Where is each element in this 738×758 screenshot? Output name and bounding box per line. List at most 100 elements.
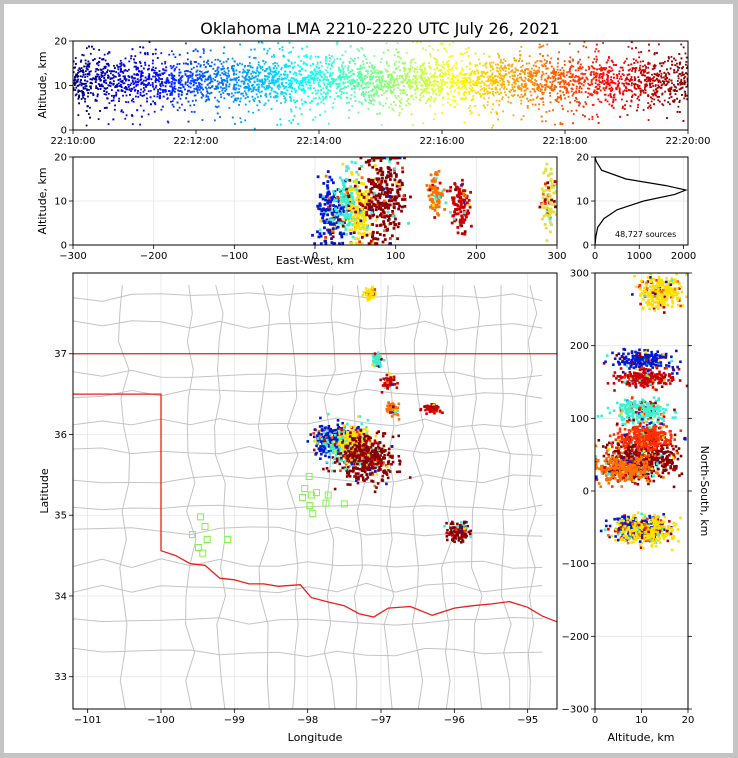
lightning-source-point (517, 88, 520, 90)
lightning-source-point (123, 78, 126, 80)
lightning-source-point (452, 81, 455, 83)
lightning-source-point (131, 76, 133, 79)
lightning-source-point (584, 115, 586, 118)
lightning-source-point (405, 52, 408, 54)
lightning-source-point (616, 77, 619, 80)
lightning-source-point (530, 73, 533, 76)
lightning-source-point (336, 87, 338, 90)
lightning-source-point (554, 99, 557, 101)
lightning-source-point (672, 83, 675, 86)
lightning-source-point (241, 92, 244, 95)
lightning-source-point (651, 97, 654, 100)
lightning-source-point (318, 97, 321, 100)
lightning-source-point (257, 63, 260, 66)
lightning-source-point (677, 77, 680, 80)
lightning-source-point (373, 55, 376, 57)
lightning-source-point (190, 68, 193, 71)
lightning-source-point (673, 85, 676, 88)
lightning-source-point (269, 86, 272, 89)
lightning-source-point (502, 61, 504, 64)
lightning-source-point (657, 79, 660, 82)
lightning-source-point (287, 83, 290, 86)
lightning-source-point (539, 82, 542, 85)
lightning-source-point (246, 69, 249, 72)
lightning-source-point (610, 59, 613, 62)
lightning-source-point (299, 65, 302, 68)
lightning-source-point (81, 54, 84, 56)
lightning-source-point (549, 61, 551, 63)
lightning-source-point (191, 100, 194, 102)
lightning-source-point (668, 78, 671, 81)
lightning-source-point (319, 61, 322, 64)
lightning-source-point (582, 84, 585, 87)
lightning-source-point (649, 86, 652, 88)
lightning-source-point (261, 66, 264, 68)
lightning-source-point (397, 82, 400, 85)
lightning-source-point (348, 79, 351, 82)
lightning-source-point (130, 57, 132, 60)
lightning-source-point (469, 84, 472, 87)
lightning-source-point (357, 83, 360, 86)
lightning-source-point (341, 54, 344, 57)
lightning-source-point (258, 101, 261, 104)
lightning-source-point (233, 77, 236, 80)
lightning-source-point (630, 82, 633, 85)
lightning-source-point (492, 90, 494, 93)
lightning-source-point (120, 90, 123, 92)
lightning-source-point (550, 72, 553, 75)
lightning-source-point (523, 71, 526, 74)
lightning-source-point (444, 81, 447, 84)
lightning-source-point (210, 65, 213, 68)
lightning-source-point (133, 61, 136, 64)
lightning-source-point (638, 56, 641, 59)
lightning-source-point (540, 85, 543, 88)
lightning-source-point (140, 70, 143, 73)
lightning-source-point (309, 77, 312, 79)
lightning-source-point (559, 122, 562, 125)
lightning-source-point (391, 90, 393, 92)
lightning-source-point (161, 62, 163, 65)
lightning-source-point (473, 89, 476, 92)
lightning-source-point (502, 110, 505, 113)
lightning-source-point (178, 63, 181, 65)
lightning-source-point (131, 79, 134, 82)
lightning-source-point (675, 71, 678, 74)
lightning-source-point (439, 73, 442, 75)
lightning-source-point (540, 76, 543, 78)
lightning-source-point (318, 96, 321, 99)
lightning-source-point (215, 74, 218, 77)
lightning-source-point (84, 70, 87, 73)
lightning-source-point (491, 80, 494, 82)
lightning-source-point (455, 62, 458, 65)
lightning-source-point (661, 80, 664, 83)
lightning-source-point (180, 79, 183, 82)
lightning-source-point (678, 66, 681, 69)
lightning-source-point (180, 90, 183, 93)
lightning-source-point (685, 72, 687, 75)
lightning-source-point (619, 115, 621, 118)
lightning-source-point (208, 92, 211, 95)
lightning-source-point (535, 80, 538, 82)
lightning-source-point (301, 88, 304, 91)
lightning-source-point (556, 98, 559, 100)
lightning-source-point (623, 89, 626, 92)
lightning-source-point (100, 76, 103, 78)
lightning-source-point (312, 79, 315, 82)
lightning-source-point (514, 75, 516, 77)
lightning-source-point (191, 79, 193, 82)
lightning-source-point (308, 79, 311, 81)
lightning-source-point (98, 57, 101, 59)
lightning-source-point (195, 70, 198, 73)
lightning-source-point (288, 93, 291, 96)
lightning-source-point (510, 89, 513, 92)
lightning-source-point (439, 42, 442, 45)
lightning-source-point (562, 91, 565, 94)
lightning-source-point (450, 67, 453, 70)
lightning-source-point (612, 98, 615, 101)
lightning-source-point (519, 76, 521, 79)
lightning-source-point (437, 49, 439, 51)
lightning-source-point (380, 84, 382, 87)
lightning-source-point (495, 111, 498, 114)
lightning-source-point (144, 64, 147, 66)
lightning-source-point (356, 79, 359, 81)
